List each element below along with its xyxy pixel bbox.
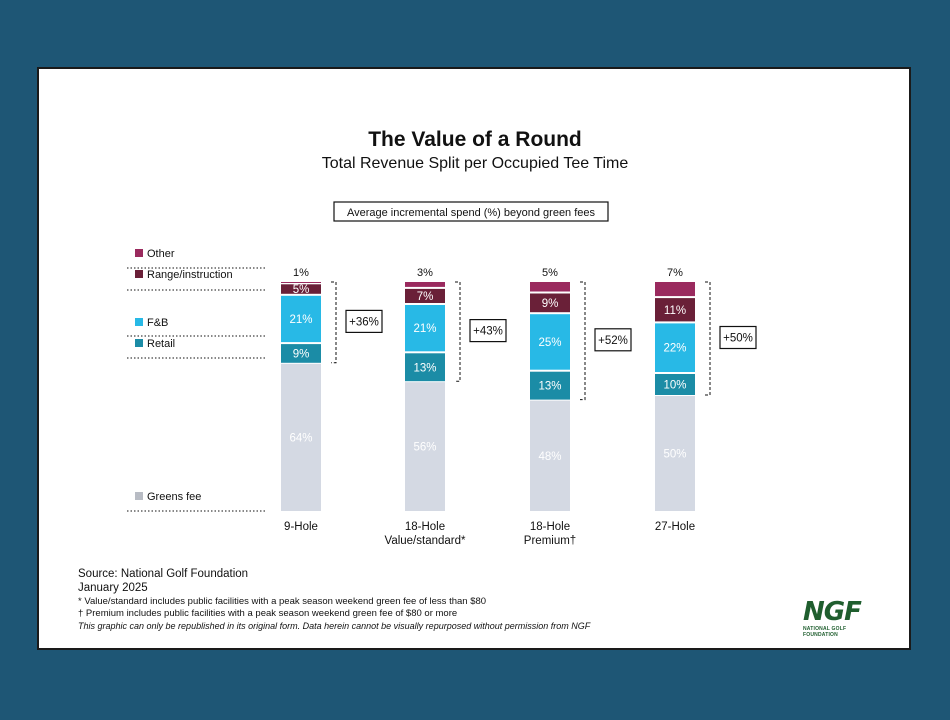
incremental-box bbox=[345, 309, 383, 333]
bar-segment bbox=[530, 282, 570, 292]
incremental-box bbox=[594, 328, 632, 352]
incremental-box bbox=[719, 325, 757, 350]
data-label: 13% bbox=[538, 381, 561, 393]
data-label: 10% bbox=[663, 380, 686, 392]
category-label: 9-Hole bbox=[284, 521, 318, 533]
incremental-bracket bbox=[580, 281, 586, 401]
bar-segment bbox=[530, 400, 570, 511]
logo-mark: NGF bbox=[803, 597, 862, 627]
bar-segment bbox=[281, 344, 321, 363]
bar-segment bbox=[655, 298, 695, 322]
incremental-label: +43% bbox=[473, 326, 503, 338]
incremental-box bbox=[469, 319, 507, 343]
data-label: 25% bbox=[538, 337, 561, 349]
data-label: 56% bbox=[413, 442, 436, 454]
data-label: 5% bbox=[542, 267, 558, 279]
legend-label: Other bbox=[147, 248, 175, 260]
date-text: January 2025 bbox=[78, 582, 148, 594]
bar-segment bbox=[281, 363, 321, 511]
bar-segment bbox=[530, 293, 570, 313]
legend-swatch bbox=[135, 339, 143, 347]
bar-segment bbox=[655, 396, 695, 511]
chart-title: The Value of a Round bbox=[368, 128, 582, 151]
data-label: 21% bbox=[413, 323, 436, 335]
bar-segment bbox=[281, 282, 321, 283]
data-label: 50% bbox=[663, 449, 686, 461]
footnote-value: * Value/standard includes public facilit… bbox=[78, 596, 487, 607]
incremental-bracket bbox=[331, 281, 337, 364]
data-label: 64% bbox=[289, 432, 312, 444]
category-label: Premium† bbox=[524, 535, 576, 547]
data-label: 13% bbox=[413, 362, 436, 374]
data-label: 7% bbox=[417, 291, 434, 303]
legend-swatch bbox=[135, 270, 143, 278]
legend-label: Greens fee bbox=[147, 491, 201, 503]
legend-swatch bbox=[135, 318, 143, 326]
data-label: 9% bbox=[542, 298, 559, 310]
incremental-bracket bbox=[455, 281, 461, 382]
annotation-box-text: Average incremental spend (%) beyond gre… bbox=[347, 207, 596, 219]
incremental-label: +52% bbox=[598, 335, 628, 347]
legend-swatch bbox=[135, 249, 143, 257]
category-label: 18-Hole bbox=[405, 521, 445, 533]
chart-card bbox=[37, 67, 911, 650]
incremental-label: +50% bbox=[723, 333, 753, 345]
legend-label: Retail bbox=[147, 338, 175, 350]
data-label: 1% bbox=[293, 267, 309, 279]
data-label: 48% bbox=[538, 451, 561, 463]
bar-segment bbox=[405, 382, 445, 511]
source-text: Source: National Golf Foundation bbox=[78, 568, 249, 580]
chart-subtitle: Total Revenue Split per Occupied Tee Tim… bbox=[322, 155, 629, 172]
footnote-premium: † Premium includes public facilities wit… bbox=[78, 608, 458, 619]
bar-segment bbox=[405, 353, 445, 382]
data-label: 11% bbox=[664, 305, 686, 317]
category-label: Value/standard* bbox=[385, 535, 467, 547]
logo-text: NATIONAL GOLF FOUNDATION bbox=[803, 626, 847, 638]
annotation-box bbox=[333, 201, 609, 222]
bar-segment bbox=[405, 288, 445, 303]
legend-label: Range/instruction bbox=[147, 269, 233, 281]
data-label: 9% bbox=[293, 348, 310, 360]
bar-segment bbox=[530, 371, 570, 400]
bar-segment bbox=[530, 314, 570, 370]
data-label: 22% bbox=[663, 343, 686, 355]
category-label: 27-Hole bbox=[655, 521, 695, 533]
bar-segment bbox=[655, 374, 695, 395]
bar-segment bbox=[405, 282, 445, 287]
bar-segment bbox=[655, 282, 695, 297]
bar-segment bbox=[405, 305, 445, 352]
data-label: 7% bbox=[667, 267, 683, 279]
legend-swatch bbox=[135, 492, 143, 500]
data-label: 21% bbox=[289, 314, 312, 326]
incremental-bracket bbox=[705, 281, 711, 396]
category-label: 18-Hole bbox=[530, 521, 570, 533]
data-label: 5% bbox=[293, 284, 310, 296]
bar-segment bbox=[281, 284, 321, 294]
disclaimer-text: This graphic can only be republished in … bbox=[78, 621, 591, 631]
bar-segment bbox=[655, 323, 695, 372]
legend-label: F&B bbox=[147, 317, 168, 329]
data-label: 3% bbox=[417, 267, 433, 279]
incremental-label: +36% bbox=[349, 316, 379, 328]
bar-segment bbox=[281, 295, 321, 343]
ngf-logo: NGF NATIONAL GOLF FOUNDATION bbox=[803, 599, 873, 638]
